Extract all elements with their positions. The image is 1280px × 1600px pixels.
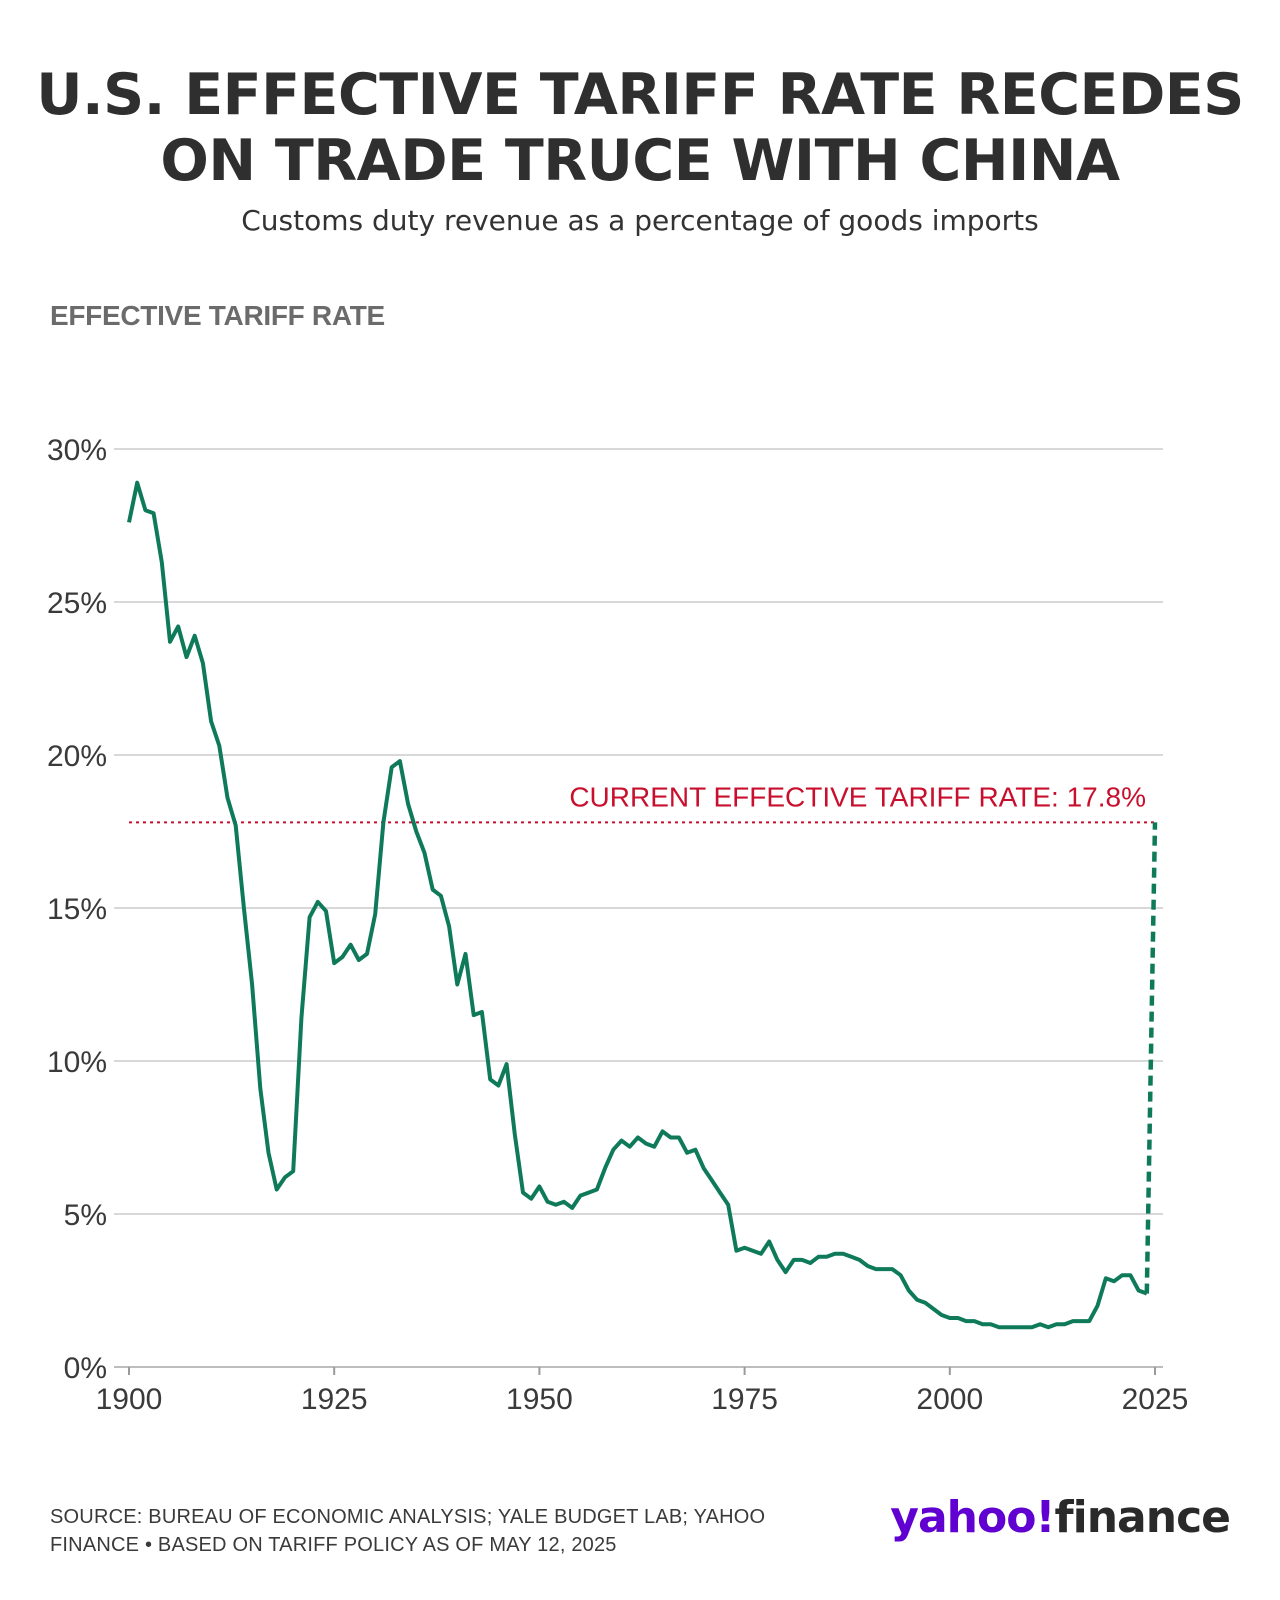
x-tick-label-1925: 1925 (301, 1383, 368, 1416)
projection-dashed-line (1144, 822, 1158, 1294)
yahoo-finance-logo: yahoo!finance (890, 1492, 1231, 1543)
x-tick-label-2000: 2000 (916, 1383, 983, 1416)
y-tick-label-30: 30% (47, 434, 107, 467)
y-tick-label-10: 10% (47, 1046, 107, 1079)
logo-product: finance (1054, 1492, 1231, 1543)
reference-label-current-rate: CURRENT EFFECTIVE TARIFF RATE: 17.8% (569, 781, 1146, 812)
source-line-2: FINANCE • BASED ON TARIFF POLICY AS OF M… (50, 1534, 617, 1556)
series-lines (127, 480, 1158, 1330)
annotations: CURRENT EFFECTIVE TARIFF RATE: 17.8% (129, 781, 1155, 824)
x-tick-label-2025: 2025 (1122, 1383, 1189, 1416)
y-tick-label-15: 15% (47, 893, 107, 926)
historical-tariff-line (127, 480, 1148, 1330)
tariff-line-chart: CURRENT EFFECTIVE TARIFF RATE: 17.8% 0% 5… (47, 434, 1188, 1416)
x-axis (114, 1366, 1163, 1375)
y-tick-label-5: 5% (64, 1199, 107, 1232)
tick-labels: 0% 5% 10% 15% 20% 25% 30% 1900 1925 1950 1975 2000 2… (47, 434, 1188, 1416)
x-tick-label-1975: 1975 (711, 1383, 778, 1416)
x-tick-label-1950: 1950 (506, 1383, 573, 1416)
source-line-1: SOURCE: BUREAU OF ECONOMIC ANALYSIS; YAL… (50, 1506, 766, 1528)
grid-lines (114, 448, 1163, 1215)
source-note: SOURCE: BUREAU OF ECONOMIC ANALYSIS; YAL… (50, 1503, 810, 1559)
y-tick-label-25: 25% (47, 587, 107, 620)
y-tick-label-20: 20% (47, 740, 107, 773)
chart-title-line-1: U.S. EFFECTIVE TARIFF RATE RECEDES (36, 62, 1244, 128)
logo-brand: yahoo! (890, 1492, 1055, 1543)
y-axis-heading: EFFECTIVE TARIFF RATE (50, 300, 385, 331)
x-tick-label-1900: 1900 (96, 1383, 163, 1416)
chart-title: U.S. EFFECTIVE TARIFF RATE RECEDES ON TR… (0, 62, 1280, 194)
y-tick-label-0: 0% (64, 1352, 107, 1385)
chart-title-line-2: ON TRADE TRUCE WITH CHINA (160, 128, 1120, 194)
chart-subtitle: Customs duty revenue as a percentage of … (241, 204, 1039, 237)
